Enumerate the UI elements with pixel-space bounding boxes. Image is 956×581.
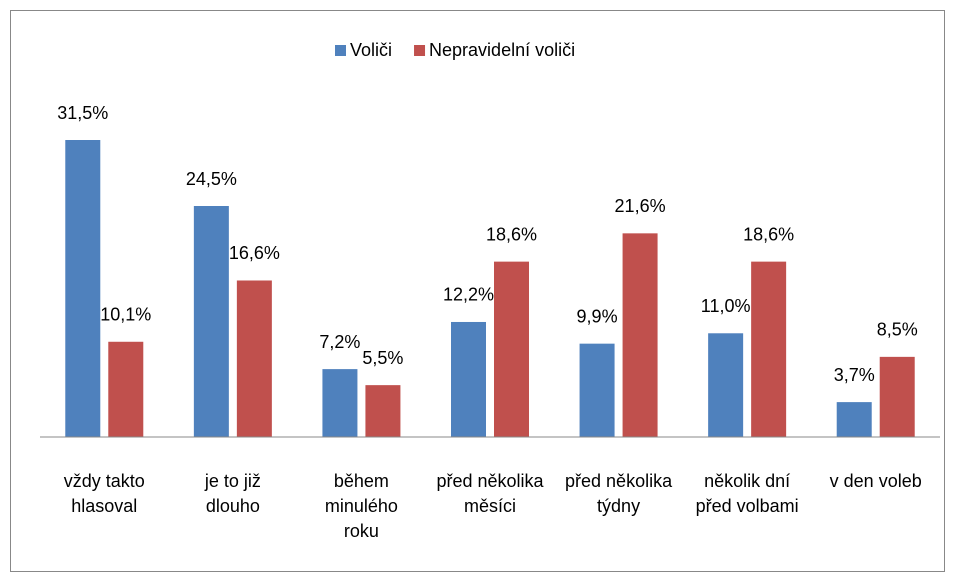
bar bbox=[65, 140, 101, 437]
bar bbox=[708, 333, 744, 437]
x-tick-label: před několika měsíci bbox=[436, 471, 544, 516]
bar bbox=[836, 402, 872, 437]
x-tick-label: několik dní před volbami bbox=[695, 471, 799, 516]
data-label: 18,6% bbox=[743, 224, 794, 244]
x-tick-label: během minulého roku bbox=[324, 471, 398, 541]
data-label: 3,7% bbox=[834, 365, 875, 385]
bar bbox=[193, 206, 229, 437]
data-label: 10,1% bbox=[100, 305, 151, 325]
data-label: 7,2% bbox=[319, 332, 360, 352]
data-label: 21,6% bbox=[615, 196, 666, 216]
data-label: 16,6% bbox=[229, 243, 280, 263]
data-label: 18,6% bbox=[486, 224, 537, 244]
bar bbox=[494, 261, 529, 437]
data-label: 24,5% bbox=[186, 169, 237, 189]
legend-swatch bbox=[414, 45, 426, 56]
legend-label: Voliči bbox=[350, 40, 392, 60]
data-label: 5,5% bbox=[362, 348, 403, 368]
bar bbox=[751, 261, 787, 437]
bar bbox=[622, 233, 658, 437]
x-tick-label: je to již dlouho bbox=[204, 471, 261, 516]
data-label: 8,5% bbox=[877, 320, 918, 340]
data-label: 31,5% bbox=[57, 103, 108, 123]
x-tick-label: vždy takto hlasoval bbox=[63, 471, 145, 516]
legend-label: Nepravidelní voliči bbox=[429, 40, 575, 60]
data-label: 11,0% bbox=[701, 296, 751, 316]
bar bbox=[365, 385, 401, 437]
x-tick-label: před několika týdny bbox=[565, 471, 673, 516]
bar bbox=[879, 356, 915, 437]
bar bbox=[322, 369, 358, 437]
chart-frame bbox=[10, 10, 945, 572]
bar bbox=[108, 341, 144, 437]
legend-swatch bbox=[335, 45, 346, 56]
bar bbox=[236, 280, 272, 437]
bar bbox=[451, 321, 486, 437]
bar bbox=[579, 343, 615, 437]
data-label: 9,9% bbox=[577, 306, 618, 326]
x-tick-label: v den voleb bbox=[829, 471, 922, 491]
data-label: 12,2% bbox=[443, 285, 494, 305]
